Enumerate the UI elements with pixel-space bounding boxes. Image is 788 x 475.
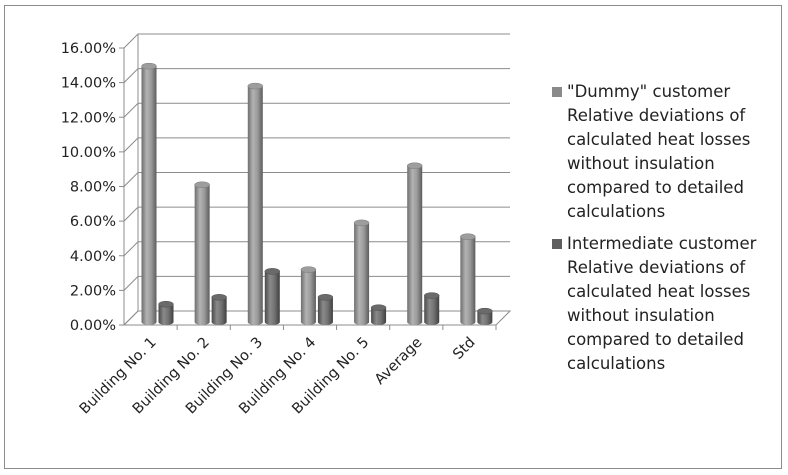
bar-series-2 (424, 293, 439, 325)
y-tick-label: 10.00% (61, 145, 116, 161)
bar-series-2 (159, 301, 174, 325)
y-tick-label: 4.00% (70, 249, 116, 265)
x-tick-label: Average (372, 334, 425, 387)
gridline (124, 34, 510, 48)
bar-series-1 (460, 234, 475, 325)
chart-legend: "Dummy" customer Relative deviations of … (552, 80, 780, 384)
x-tick-label: Std (450, 335, 478, 363)
legend-item-series-2: Intermediate customer Relative deviation… (552, 232, 780, 376)
y-tick-label: 14.00% (61, 76, 116, 92)
bar-series-1 (195, 182, 210, 325)
legend-label-series-2: Intermediate customer Relative deviation… (567, 232, 780, 376)
gridlines (124, 34, 510, 325)
legend-swatch-series-1 (552, 87, 562, 97)
gridline (124, 173, 510, 187)
bar-series-2 (477, 308, 492, 325)
bar-series-1 (142, 63, 157, 325)
bars (142, 63, 493, 325)
bar-series-1 (354, 220, 369, 325)
y-tick-label: 12.00% (61, 110, 116, 126)
gridline (124, 138, 510, 152)
gridline (124, 276, 510, 290)
bar-series-1 (301, 267, 316, 325)
bar-series-2 (318, 294, 333, 325)
gridline (124, 311, 510, 325)
bar-series-2 (371, 305, 386, 325)
bar-series-1 (248, 83, 263, 325)
y-tick-label: 8.00% (70, 180, 116, 196)
legend-item-series-1: "Dummy" customer Relative deviations of … (552, 80, 780, 224)
bar-series-1 (407, 163, 422, 325)
gridline (124, 103, 510, 117)
y-tick-label: 6.00% (70, 214, 116, 230)
bar-series-2 (265, 268, 280, 325)
legend-swatch-series-2 (552, 239, 562, 249)
gridline (124, 207, 510, 221)
y-tick-label: 0.00% (70, 318, 116, 334)
bar-series-2 (212, 294, 227, 325)
gridline (124, 69, 510, 83)
y-tick-label: 16.00% (61, 41, 116, 57)
gridline (124, 242, 510, 256)
y-tick-label: 2.00% (70, 283, 116, 299)
legend-label-series-1: "Dummy" customer Relative deviations of … (567, 80, 780, 224)
